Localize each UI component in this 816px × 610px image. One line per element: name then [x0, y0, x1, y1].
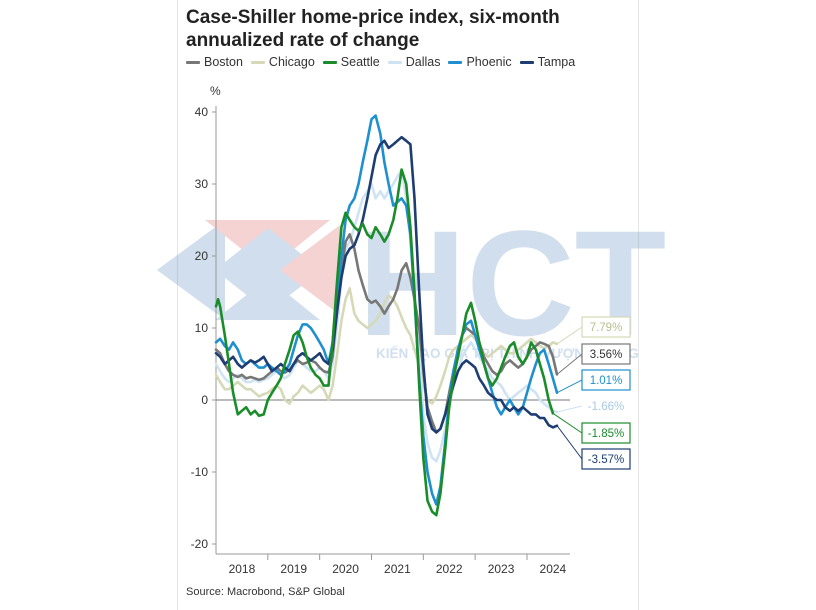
end-label-leader-chicago [556, 326, 583, 345]
legend-swatch [186, 60, 200, 64]
legend-swatch [448, 60, 463, 64]
legend-swatch [387, 60, 402, 64]
end-label-chicago: 7.79% [590, 322, 623, 334]
legend-label: Tampa [537, 55, 576, 69]
y-tick-label: 20 [195, 249, 209, 263]
end-label-box-chicago [581, 316, 631, 338]
chart-title: Case-Shiller home-price index, six-month… [186, 7, 560, 51]
y-tick-label: 10 [195, 321, 209, 335]
y-tick-label: -10 [191, 465, 209, 479]
end-label-leader-dallas [556, 405, 583, 413]
legend-item-seattle: Seattle [322, 55, 380, 69]
legend-item-chicago: Chicago [250, 55, 315, 69]
series-line-seattle [214, 168, 555, 517]
end-label-box-phoenic [581, 369, 631, 391]
legend-label: Seattle [340, 55, 380, 69]
legend-label: Dallas [405, 55, 441, 69]
end-label-leader-boston [556, 353, 583, 375]
end-label-tampa: -3.57% [588, 454, 624, 466]
watermark-logo-text: HCT [358, 199, 666, 367]
y-tick-label: 30 [195, 177, 209, 191]
legend-label: Phoenic [466, 55, 512, 69]
legend-swatch [519, 60, 534, 64]
y-tick-label: 0 [201, 393, 208, 407]
watermark-diamond-left [157, 220, 225, 320]
end-label-leader-phoenic [556, 379, 583, 394]
end-label-phoenic: 1.01% [590, 375, 623, 387]
watermark-diamond-top [205, 220, 330, 270]
legend-swatch [250, 60, 265, 64]
legend-item-tampa: Tampa [519, 55, 576, 69]
panel-border-right [638, 0, 639, 610]
end-label-dallas: -1.66% [588, 401, 624, 413]
x-tick-label: 2021 [384, 562, 411, 576]
x-tick-label: 2020 [332, 562, 359, 576]
chart-source: Source: Macrobond, S&P Global [186, 586, 345, 598]
end-label-leader-seattle [552, 412, 583, 434]
series-line-dallas [214, 168, 559, 463]
legend-item-dallas: Dallas [387, 55, 441, 69]
x-tick-label: 2019 [280, 562, 307, 576]
plot-area: % -20 -10 0 10 20 30 40 2018 2019 2020 2021 2022 2023… [191, 84, 631, 576]
panel-border-left [177, 0, 178, 610]
x-tick-label: 2022 [436, 562, 463, 576]
x-tick-label: 2023 [488, 562, 515, 576]
y-axis-unit-label: % [210, 84, 221, 98]
end-label-leader-tampa [556, 425, 583, 460]
legend-item-phoenic: Phoenic [448, 55, 512, 69]
legend-label: Chicago [268, 55, 315, 69]
legend-item-boston: Boston [186, 55, 243, 69]
watermark-diamond-bottom [215, 278, 320, 320]
watermark-diamond-center [215, 228, 322, 312]
end-label-boston: 3.56% [590, 349, 623, 361]
end-label-seattle: -1.85% [588, 428, 624, 440]
legend-swatch [322, 60, 337, 64]
watermark-diamond-right [280, 225, 340, 315]
chart-legend: Boston Chicago Seattle Dallas Phoenic Tampa [186, 55, 575, 69]
series-line-chicago [214, 287, 559, 405]
end-label-box-boston [581, 343, 631, 365]
series-line-phoenic [214, 114, 559, 506]
y-tick-label: 40 [195, 105, 209, 119]
series-line-tampa [214, 135, 559, 434]
end-label-box-seattle [581, 422, 631, 444]
x-tick-label: 2024 [540, 562, 567, 576]
legend-label: Boston [204, 55, 243, 69]
x-tick-label: 2018 [229, 562, 256, 576]
end-label-box-tampa [581, 448, 631, 470]
y-tick-label: -20 [191, 537, 209, 551]
